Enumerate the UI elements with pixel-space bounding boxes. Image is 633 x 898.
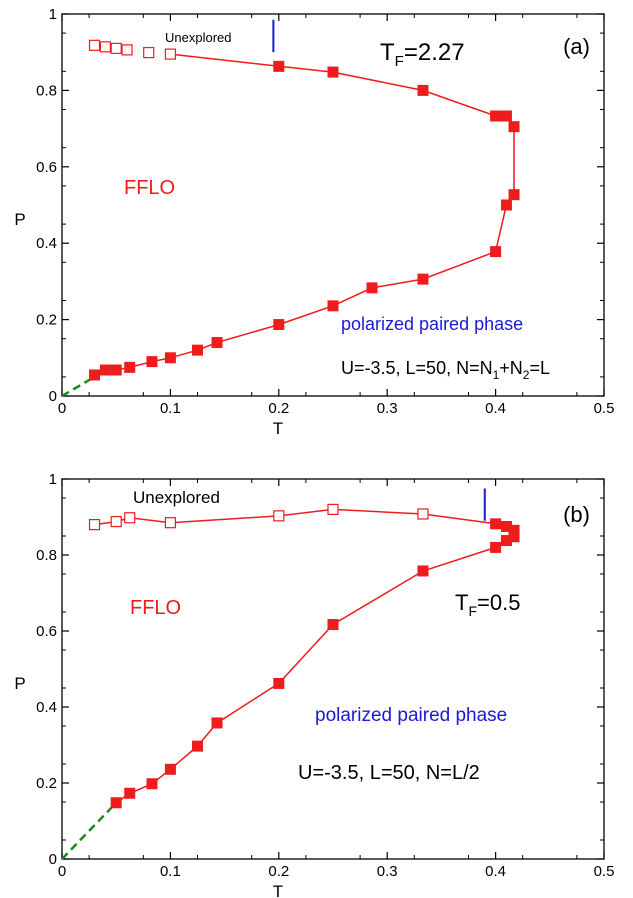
panel-a-filled-point bbox=[164, 352, 176, 364]
panel-b-y-tick-label: 0 bbox=[49, 851, 57, 868]
panel-b-open-point bbox=[124, 512, 136, 524]
panel-a-label: (a) bbox=[563, 34, 590, 59]
panel-a: 0 0.1 0.2 0.3 0.4 0.5 0 0.2 0.4 0.6 0.8 1 T P (a) Une… bbox=[14, 6, 614, 438]
panel-a-x-tick-label: 0.3 bbox=[377, 400, 398, 417]
panel-a-open-point bbox=[121, 44, 133, 56]
panel-a-y-tick-label: 0 bbox=[49, 388, 57, 405]
panel-a-filled-point bbox=[417, 273, 429, 285]
panel-b-open-point bbox=[417, 508, 429, 520]
panel-b-params-label: U=-3.5, L=50, N=L/2 bbox=[298, 762, 480, 784]
panel-a-x-tick-label: 0 bbox=[58, 400, 66, 417]
panel-b-x-tick-label: 0.5 bbox=[594, 863, 615, 880]
panel-a-filled-point bbox=[124, 361, 136, 373]
panel-a-y-tick-label: 1 bbox=[49, 6, 57, 23]
panel-a-open-point bbox=[88, 39, 101, 51]
panel-b-filled-point bbox=[124, 787, 136, 799]
panel-a-y-axis-label: P bbox=[14, 210, 25, 229]
panel-b-filled-point bbox=[490, 518, 502, 530]
panel-b-x-tick-label: 0.4 bbox=[485, 863, 506, 880]
panel-a-filled-point bbox=[500, 199, 512, 211]
panel-b-filled-point bbox=[490, 541, 502, 553]
panel-a-open-point bbox=[143, 46, 155, 59]
panel-a-filled-point bbox=[508, 189, 520, 201]
panel-a-filled-point bbox=[273, 60, 285, 72]
panel-b-open-point bbox=[164, 517, 176, 529]
panel-a-open-point bbox=[164, 48, 176, 60]
panel-a-filled-point bbox=[110, 364, 122, 376]
panel-b-label: (b) bbox=[563, 502, 590, 527]
panel-b-y-tick-label: 0.4 bbox=[36, 699, 57, 716]
panel-b-filled-point bbox=[417, 565, 429, 577]
panel-b-tf-label: TF=0.5 bbox=[455, 590, 520, 619]
panel-a-filled-point bbox=[366, 282, 378, 294]
panel-a-open-point bbox=[99, 41, 111, 53]
panel-a-params-label: U=-3.5, L=50, N=N1+N2=L bbox=[341, 358, 550, 382]
panel-b-fflo-label: FFLO bbox=[130, 597, 181, 619]
panel-a-filled-point bbox=[490, 110, 502, 122]
panel-a-plot-frame bbox=[61, 13, 605, 397]
panel-a-filled-point bbox=[327, 66, 339, 78]
panel-a-filled-point bbox=[146, 356, 158, 368]
panel-b: 0 0.1 0.2 0.3 0.4 0.5 0 0.2 0.4 0.6 0.8 1 T P (b) Une… bbox=[14, 471, 614, 898]
panel-a-filled-point bbox=[211, 337, 223, 349]
panel-a-x-axis-label: T bbox=[273, 419, 283, 438]
panel-a-y-tick-label: 0.6 bbox=[36, 159, 57, 176]
panel-b-dashed-extrapolation bbox=[61, 801, 118, 860]
panel-a-filled-point bbox=[89, 369, 101, 381]
panel-b-open-point bbox=[110, 515, 122, 528]
panel-a-filled-point bbox=[500, 110, 512, 122]
panel-a-x-tick-label: 0.2 bbox=[268, 400, 289, 417]
panel-a-x-tick-label: 0.5 bbox=[594, 400, 615, 417]
panel-b-paired-label: polarized paired phase bbox=[315, 705, 507, 726]
panel-a-y-tick-label: 0.4 bbox=[36, 235, 57, 252]
panel-b-x-tick-label: 0 bbox=[58, 863, 66, 880]
panel-b-y-tick-label: 0.2 bbox=[36, 775, 57, 792]
panel-a-filled-point bbox=[417, 84, 429, 96]
panel-b-x-axis-label: T bbox=[273, 882, 283, 898]
panel-b-x-tick-label: 0.3 bbox=[377, 863, 398, 880]
panel-a-x-tick-label: 0.1 bbox=[160, 400, 181, 417]
panel-b-y-tick-label: 0.8 bbox=[36, 547, 57, 564]
panel-a-unexplored-label: Unexplored bbox=[165, 30, 232, 45]
panel-a-tf-label: TF=2.27 bbox=[380, 39, 465, 70]
panel-a-plot-layer: 0 0.1 0.2 0.3 0.4 0.5 0 0.2 0.4 0.6 0.8 1 T P bbox=[14, 6, 614, 438]
panel-b-y-tick-label: 1 bbox=[49, 471, 57, 488]
panel-a-x-tick-label: 0.4 bbox=[485, 400, 506, 417]
panel-a-filled-point bbox=[273, 319, 285, 331]
panel-b-filled-point bbox=[273, 677, 285, 689]
panel-a-filled-point bbox=[192, 344, 203, 356]
panel-b-open-point bbox=[273, 510, 285, 522]
panel-a-phase-boundary-line bbox=[94, 53, 515, 376]
panel-b-filled-point bbox=[192, 740, 203, 752]
panel-b-open-point bbox=[327, 503, 339, 515]
panel-a-filled-point bbox=[508, 121, 520, 133]
panel-b-filled-point bbox=[500, 535, 512, 547]
panel-a-y-tick-label: 0.8 bbox=[36, 82, 57, 99]
panel-b-filled-point bbox=[164, 763, 176, 775]
panel-b-open-point bbox=[88, 518, 101, 531]
panel-a-y-tick-label: 0.2 bbox=[36, 312, 57, 329]
panel-b-phase-boundary-line bbox=[94, 508, 515, 804]
panel-b-filled-point bbox=[146, 778, 158, 790]
panel-b-x-tick-label: 0.2 bbox=[268, 863, 289, 880]
panel-a-fflo-label: FFLO bbox=[124, 177, 175, 199]
panel-a-filled-point bbox=[99, 364, 111, 376]
panel-b-y-axis-label: P bbox=[14, 674, 25, 693]
panel-a-paired-label: polarized paired phase bbox=[341, 314, 523, 334]
panel-a-filled-point bbox=[327, 300, 339, 312]
panel-b-x-tick-label: 0.1 bbox=[160, 863, 181, 880]
panel-b-plot-frame bbox=[61, 478, 605, 860]
panel-b-filled-point bbox=[327, 619, 339, 631]
panel-b-filled-point bbox=[110, 797, 122, 809]
panel-a-open-point bbox=[110, 42, 122, 54]
panel-b-unexplored-label: Unexplored bbox=[133, 488, 220, 507]
panel-b-y-tick-label: 0.6 bbox=[36, 623, 57, 640]
panel-a-filled-point bbox=[490, 246, 502, 258]
panel-b-plot-layer: 0 0.1 0.2 0.3 0.4 0.5 0 0.2 0.4 0.6 0.8 1 T P bbox=[14, 471, 614, 898]
panel-b-filled-point bbox=[211, 717, 223, 729]
